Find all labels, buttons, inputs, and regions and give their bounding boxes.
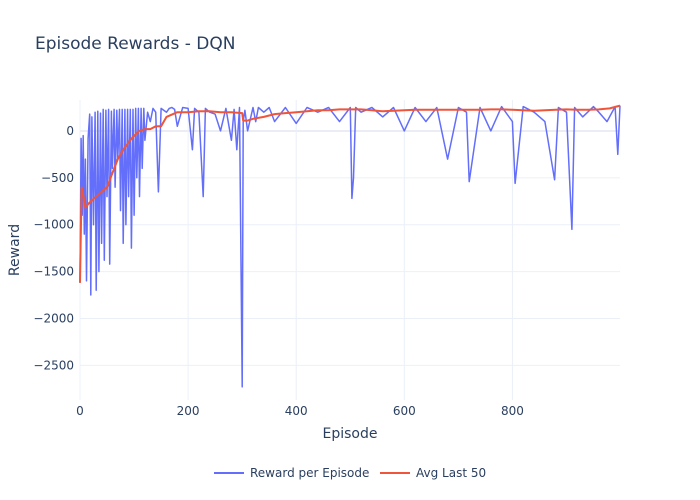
x-tick-label: 400: [285, 404, 308, 418]
series-lines: [80, 106, 620, 387]
x-tick-label: 0: [76, 404, 84, 418]
legend-item-avg-last-50[interactable]: Avg Last 50: [380, 466, 486, 480]
x-tick-label: 800: [501, 404, 524, 418]
y-tick-label: −500: [41, 171, 74, 185]
legend[interactable]: Reward per Episode Avg Last 50: [214, 466, 486, 480]
x-axis-title: Episode: [323, 426, 378, 442]
x-tick-label: 600: [393, 404, 416, 418]
legend-item-reward-per-episode[interactable]: Reward per Episode: [214, 466, 369, 480]
y-tick-label: 0: [66, 124, 74, 138]
y-tick-label: −1000: [33, 218, 74, 232]
y-tick-label: −2000: [33, 311, 74, 325]
legend-label: Reward per Episode: [250, 466, 369, 480]
grid-lines: [80, 100, 620, 400]
y-tick-label: −2500: [33, 358, 74, 372]
x-tick-label: 200: [177, 404, 200, 418]
y-tick-label: −1500: [33, 265, 74, 279]
reward-per-episode-line: [80, 106, 620, 387]
y-axis-title: Reward: [7, 224, 23, 276]
legend-label: Avg Last 50: [416, 466, 486, 480]
